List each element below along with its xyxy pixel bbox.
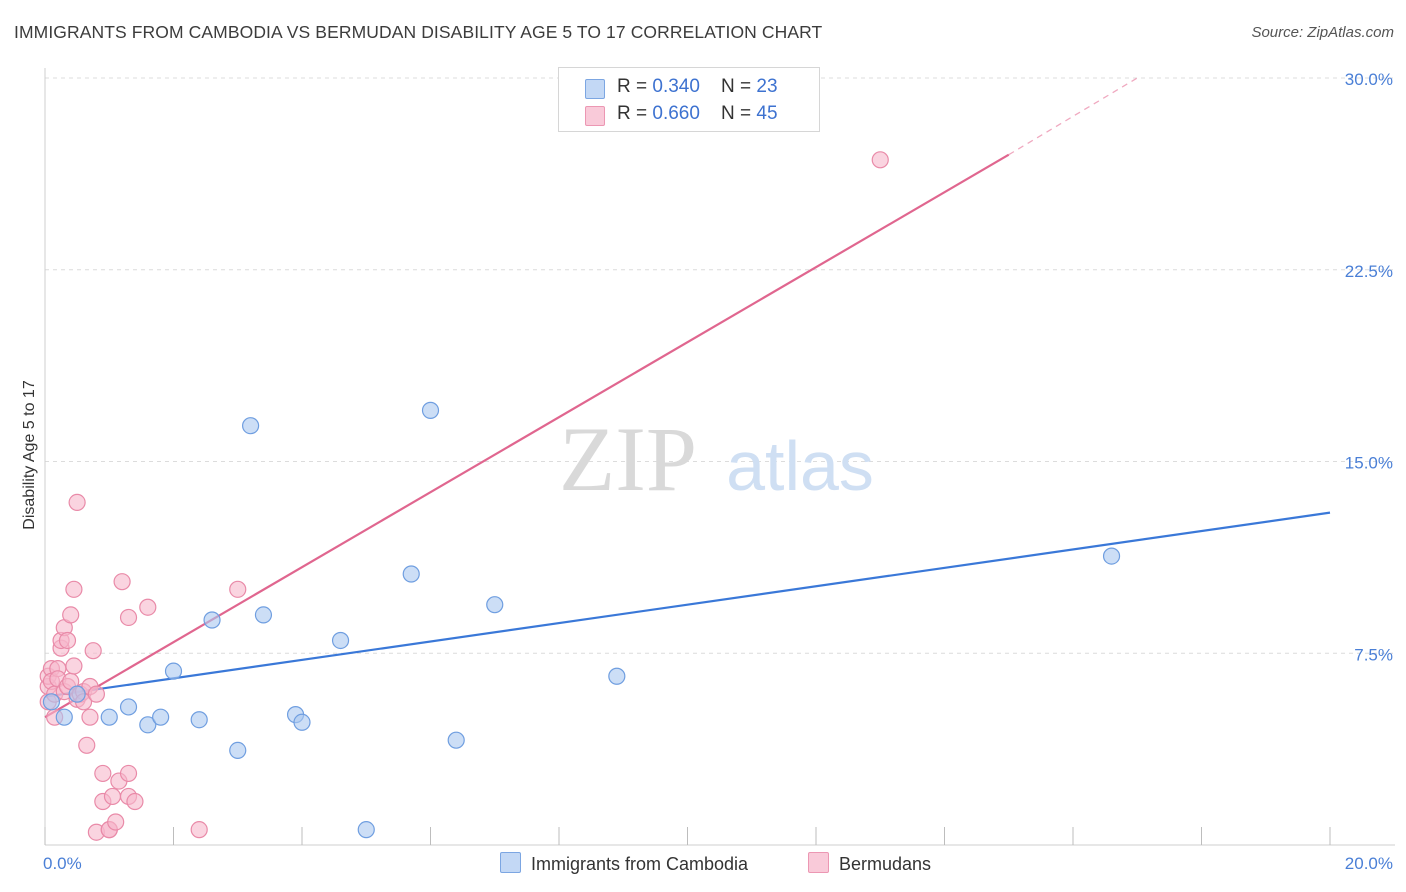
- y-tick-label: 15.0%: [1345, 454, 1393, 473]
- trend-line-bermudans-extension: [1008, 77, 1138, 156]
- point-cambodia: [139, 716, 157, 734]
- chart-title: IMMIGRANTS FROM CAMBODIA VS BERMUDAN DIS…: [14, 22, 823, 42]
- point-cambodia: [55, 708, 73, 726]
- point-cambodia: [421, 401, 440, 419]
- point-bermudans: [107, 813, 125, 831]
- trend-line-cambodia: [44, 511, 1331, 698]
- point-bermudans: [103, 787, 122, 806]
- point-bermudans: [126, 792, 144, 811]
- point-cambodia: [229, 741, 247, 760]
- point-cambodia: [100, 708, 118, 726]
- grid-lines: [45, 77, 1395, 654]
- point-bermudans: [84, 642, 102, 660]
- trend-lines: [44, 77, 1331, 719]
- correlation-legend: R = 0.340 N = 23 R = 0.660 N = 45: [558, 67, 820, 132]
- point-bermudans: [229, 580, 247, 598]
- point-cambodia: [164, 662, 183, 680]
- point-cambodia: [119, 698, 138, 716]
- point-cambodia: [447, 731, 465, 749]
- legend-swatch-pink: [585, 106, 605, 126]
- legend-label: Immigrants from Cambodia: [531, 854, 749, 874]
- point-cambodia: [608, 667, 626, 685]
- point-bermudans: [87, 685, 106, 703]
- point-bermudans: [78, 736, 96, 754]
- y-tick-label: 7.5%: [1354, 645, 1393, 664]
- n-value: 23: [756, 76, 778, 97]
- point-cambodia: [68, 685, 86, 703]
- point-bermudans: [190, 821, 208, 839]
- point-bermudans: [65, 580, 83, 598]
- point-cambodia: [1102, 547, 1121, 565]
- data-points: [39, 151, 1121, 841]
- watermark-atlas: atlas: [726, 427, 874, 505]
- point-bermudans: [58, 631, 77, 650]
- n-label: N =: [721, 76, 757, 97]
- point-bermudans: [119, 764, 138, 783]
- tick-labels: 7.5% 15.0% 22.5% 30.0% 0.0% 20.0%: [43, 70, 1393, 873]
- point-cambodia: [402, 565, 420, 583]
- y-axis-label: Disability Age 5 to 17: [21, 380, 38, 530]
- y-tick-label: 22.5%: [1345, 262, 1393, 281]
- point-cambodia: [190, 711, 208, 729]
- r-value: 0.340: [652, 76, 700, 97]
- r-label: R =: [617, 103, 653, 124]
- r-label: R =: [617, 76, 653, 97]
- point-bermudans: [94, 764, 112, 783]
- point-bermudans: [871, 151, 889, 169]
- legend-swatch-pink: [808, 852, 829, 873]
- point-bermudans: [119, 608, 138, 627]
- source-label: Source: ZipAtlas.com: [1251, 24, 1394, 41]
- point-cambodia: [203, 611, 221, 629]
- watermark-zip: ZIP: [559, 408, 697, 510]
- legend-item-bermudans: Bermudans: [808, 852, 931, 875]
- point-cambodia: [254, 606, 273, 624]
- point-cambodia: [357, 821, 375, 839]
- y-tick-label: 30.0%: [1345, 70, 1393, 89]
- legend-swatch-blue: [585, 79, 605, 99]
- point-cambodia: [242, 417, 260, 435]
- point-cambodia: [486, 596, 504, 614]
- point-bermudans: [68, 493, 86, 512]
- watermark: ZIP atlas: [559, 408, 874, 510]
- point-bermudans: [139, 598, 157, 616]
- point-cambodia: [42, 693, 61, 711]
- point-cambodia: [331, 631, 350, 650]
- n-label: N =: [721, 103, 757, 124]
- point-bermudans: [113, 573, 131, 591]
- point-cambodia: [293, 713, 311, 731]
- axes: [44, 68, 1395, 846]
- x-tick-label: 0.0%: [43, 854, 82, 873]
- point-bermudans: [81, 708, 99, 726]
- legend-label: Bermudans: [839, 854, 932, 874]
- point-cambodia: [152, 708, 170, 726]
- point-bermudans: [65, 657, 83, 675]
- legend-item-cambodia: Immigrants from Cambodia: [500, 852, 748, 875]
- legend-swatch-blue: [500, 852, 521, 873]
- r-value: 0.660: [652, 103, 700, 124]
- point-bermudans: [62, 606, 80, 624]
- n-value: 45: [756, 103, 778, 124]
- x-tick-label: 20.0%: [1345, 854, 1393, 873]
